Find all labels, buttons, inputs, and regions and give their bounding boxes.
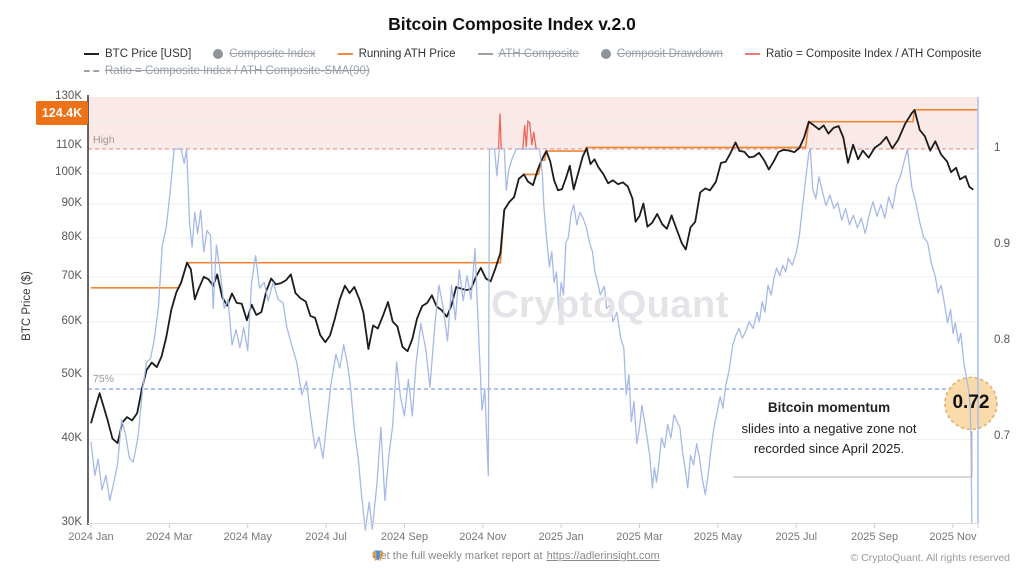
x-axis-tick-label: 2024 May (223, 531, 272, 543)
running-ath-line (91, 109, 978, 289)
legend-item-label: BTC Price [USD] (105, 48, 192, 60)
right-axis-tick-label: 0.7 (994, 430, 1010, 442)
x-axis-tick-label: 2024 Jul (305, 531, 347, 543)
footer-promo-link[interactable]: https://adlerinsight.com (546, 550, 660, 562)
ratio-badge-value: 0.72 (952, 392, 990, 414)
legend-item-label: Composit Drawdown (616, 48, 723, 60)
left-axis-title: BTC Price ($) (21, 271, 33, 341)
ratio-line (90, 148, 973, 531)
legend-item-ratio-composite-index-ath-composite-sma-90[interactable]: Ratio = Composite Index / ATH Composite-… (84, 65, 370, 77)
x-axis-tick-label: 2025 Mar (616, 531, 663, 543)
seventyfive-pct-line-label: 75% (93, 373, 115, 385)
left-axis-tick-label: 80K (61, 231, 82, 244)
footer-promo: Get the full weekly market report at htt… (372, 550, 660, 562)
legend-item-label: Ratio = Composite Index / ATH Composite-… (105, 65, 370, 77)
legend-item-running-ath-price[interactable]: Running ATH Price (337, 48, 456, 60)
above-high-band (88, 97, 978, 149)
left-axis-tick-label: 110K (55, 138, 82, 151)
legend-item-label: Composite Index (229, 48, 316, 60)
btc-price-line (90, 109, 974, 444)
left-axis-tick-label: 50K (61, 367, 82, 380)
footer-promo-text: Get the full weekly market report at (372, 550, 543, 562)
ratio-badge-circle-svg (944, 376, 998, 431)
legend-marker-line-icon (477, 53, 493, 55)
legend-marker-dot-icon (213, 49, 224, 59)
x-axis-tick-label: 2024 Jan (68, 531, 114, 543)
left-axis-tick-label: 30K (61, 516, 82, 528)
legend-item-label: ATH Composite (498, 48, 579, 60)
right-axis-tick-label: 0.8 (994, 334, 1010, 346)
legend-item-label: Running ATH Price (358, 48, 456, 60)
legend-item-ratio-composite-index-ath-composite[interactable]: Ratio = Composite Index / ATH Composite (744, 48, 982, 60)
x-axis-tick-label: 2024 Mar (146, 531, 193, 543)
x-axis-tick-label: 2024 Nov (459, 531, 507, 543)
x-axis-tick-label: 2025 May (693, 531, 743, 543)
momentum-annotation: Bitcoin momentum slides into a negative … (731, 398, 927, 459)
annotation-leader-line (733, 431, 973, 478)
right-axis-tick-label: 1 (994, 142, 1001, 154)
left-axis-tick-label: 40K (61, 432, 82, 445)
high-line-label: High (93, 134, 115, 146)
momentum-annotation-title: Bitcoin momentum (767, 400, 891, 415)
legend-item-composit-drawdown[interactable]: Composit Drawdown (600, 48, 723, 60)
legend-marker-dash-icon (84, 70, 99, 72)
cryptoquant-watermark: CryptoQuant (491, 284, 729, 326)
ratio-spike-line (522, 119, 537, 150)
left-axis-tick-label: 90K (61, 196, 82, 209)
x-axis-tick-label: 2025 Nov (929, 531, 977, 543)
legend-item-label: Ratio = Composite Index / ATH Composite (765, 48, 982, 60)
legend-marker-line-icon (84, 53, 99, 55)
x-axis-tick-label: 2025 Jan (538, 531, 584, 543)
legend-item-ath-composite[interactable]: ATH Composite (477, 48, 579, 60)
left-axis-tick-label: 130K (55, 90, 82, 102)
legend-marker-line-icon (337, 53, 353, 55)
legend-item-btc-price-usd[interactable]: BTC Price [USD] (84, 48, 191, 60)
left-axis-tick-label: 100K (55, 166, 82, 179)
left-axis-tick-label: 70K (61, 269, 82, 282)
running-ath-value-badge: 124.4K (36, 101, 88, 125)
left-axis-tick-label: 60K (61, 314, 82, 327)
x-axis-tick-label: 2025 Sep (851, 531, 899, 543)
x-axis-tick-label: 2024 Sep (380, 531, 428, 543)
legend-marker-dot-icon (600, 49, 611, 59)
momentum-annotation-line2: recorded since April 2025. (753, 441, 905, 457)
momentum-annotation-line1: slides into a negative zone not (741, 420, 917, 436)
legend-marker-line-icon (744, 53, 760, 55)
footer-copyright: © CryptoQuant. All rights reserved (850, 552, 1010, 564)
right-axis-tick-label: 0.9 (994, 238, 1010, 250)
legend: BTC Price [USD] Composite Index Running AT… (84, 48, 984, 82)
legend-item-composite-index[interactable]: Composite Index (213, 48, 316, 60)
raised-hands-icon (372, 550, 384, 561)
chart-title: Bitcoin Composite Index v.2.0 (388, 14, 636, 34)
ratio-spike-line (497, 113, 502, 150)
x-axis-tick-label: 2025 Jul (775, 531, 818, 543)
